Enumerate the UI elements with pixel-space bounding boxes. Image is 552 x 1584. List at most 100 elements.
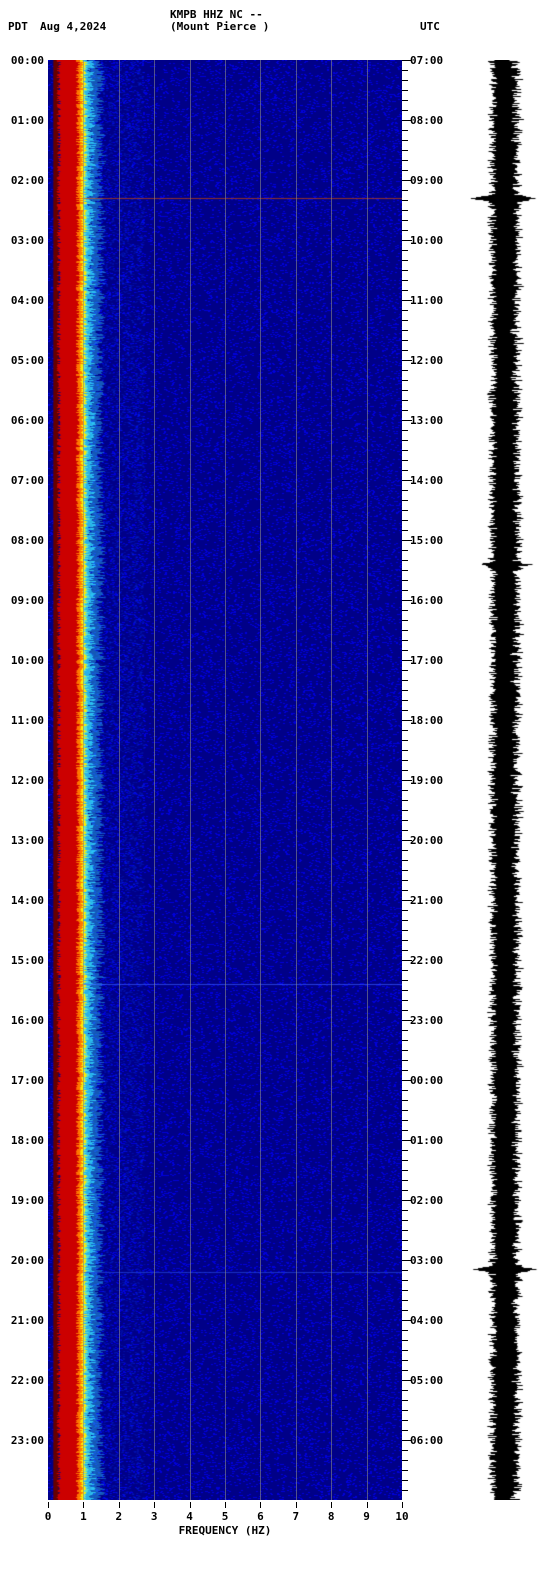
- minor-tick: [402, 570, 408, 571]
- utc-time-label: 14:00: [410, 474, 443, 487]
- hour-tick: [402, 1020, 412, 1021]
- minor-tick: [402, 80, 408, 81]
- minor-tick: [402, 1160, 408, 1161]
- minor-tick: [402, 410, 408, 411]
- pdt-time-label: 04:00: [6, 294, 44, 307]
- minor-tick: [402, 1340, 408, 1341]
- minor-tick: [402, 1310, 408, 1311]
- minor-tick: [402, 740, 408, 741]
- minor-tick: [402, 1330, 408, 1331]
- x-tick-label: 4: [186, 1510, 193, 1523]
- pdt-time-label: 15:00: [6, 954, 44, 967]
- minor-tick: [402, 950, 408, 951]
- x-tick-label: 1: [80, 1510, 87, 1523]
- utc-time-label: 00:00: [410, 1074, 443, 1087]
- gridline: [83, 60, 84, 1500]
- minor-tick: [402, 710, 408, 711]
- utc-time-label: 23:00: [410, 1014, 443, 1027]
- hour-tick: [402, 1140, 412, 1141]
- minor-tick: [402, 1250, 408, 1251]
- minor-tick: [402, 230, 408, 231]
- pdt-time-label: 10:00: [6, 654, 44, 667]
- minor-tick: [402, 1130, 408, 1131]
- utc-time-label: 22:00: [410, 954, 443, 967]
- minor-tick: [402, 1430, 408, 1431]
- x-tick: [402, 1502, 403, 1508]
- x-tick-label: 9: [363, 1510, 370, 1523]
- minor-tick: [402, 350, 408, 351]
- minor-tick: [402, 560, 408, 561]
- pdt-time-label: 20:00: [6, 1254, 44, 1267]
- x-tick: [83, 1502, 84, 1508]
- date-label: Aug 4,2024: [40, 20, 106, 33]
- minor-tick: [402, 1490, 408, 1491]
- minor-tick: [402, 1120, 408, 1121]
- spectrogram-plot: [48, 60, 402, 1500]
- minor-tick: [402, 990, 408, 991]
- minor-tick: [402, 210, 408, 211]
- utc-time-label: 19:00: [410, 774, 443, 787]
- hour-tick: [402, 1200, 412, 1201]
- pdt-time-label: 16:00: [6, 1014, 44, 1027]
- x-tick: [296, 1502, 297, 1508]
- minor-tick: [402, 1410, 408, 1411]
- minor-tick: [402, 1050, 408, 1051]
- pdt-time-label: 02:00: [6, 174, 44, 187]
- minor-tick: [402, 530, 408, 531]
- minor-tick: [402, 1420, 408, 1421]
- utc-time-label: 11:00: [410, 294, 443, 307]
- minor-tick: [402, 1110, 408, 1111]
- minor-tick: [402, 380, 408, 381]
- minor-tick: [402, 880, 408, 881]
- minor-tick: [402, 260, 408, 261]
- minor-tick: [402, 1450, 408, 1451]
- minor-tick: [402, 1190, 408, 1191]
- hour-tick: [402, 1380, 412, 1381]
- x-tick: [119, 1502, 120, 1508]
- minor-tick: [402, 1270, 408, 1271]
- hour-tick: [402, 660, 412, 661]
- hour-tick: [402, 840, 412, 841]
- header: PDT Aug 4,2024 KMPB HHZ NC -- (Mount Pie…: [0, 0, 552, 40]
- minor-tick: [402, 1350, 408, 1351]
- minor-tick: [402, 1300, 408, 1301]
- minor-tick: [402, 170, 408, 171]
- pdt-time-label: 05:00: [6, 354, 44, 367]
- minor-tick: [402, 1150, 408, 1151]
- waveform-plot: [470, 60, 540, 1500]
- minor-tick: [402, 440, 408, 441]
- minor-tick: [402, 250, 408, 251]
- minor-tick: [402, 460, 408, 461]
- utc-time-label: 20:00: [410, 834, 443, 847]
- minor-tick: [402, 390, 408, 391]
- minor-tick: [402, 200, 408, 201]
- minor-tick: [402, 1370, 408, 1371]
- minor-tick: [402, 150, 408, 151]
- x-tick: [48, 1502, 49, 1508]
- hour-tick: [402, 1320, 412, 1321]
- minor-tick: [402, 1360, 408, 1361]
- utc-time-label: 13:00: [410, 414, 443, 427]
- x-tick-label: 7: [292, 1510, 299, 1523]
- waveform-canvas: [470, 60, 540, 1500]
- minor-tick: [402, 980, 408, 981]
- utc-time-label: 18:00: [410, 714, 443, 727]
- hour-tick: [402, 1260, 412, 1261]
- minor-tick: [402, 870, 408, 871]
- minor-tick: [402, 490, 408, 491]
- gridline: [260, 60, 261, 1500]
- utc-time-label: 21:00: [410, 894, 443, 907]
- minor-tick: [402, 670, 408, 671]
- minor-tick: [402, 650, 408, 651]
- gridline: [367, 60, 368, 1500]
- gridline: [154, 60, 155, 1500]
- pdt-time-label: 03:00: [6, 234, 44, 247]
- utc-time-label: 15:00: [410, 534, 443, 547]
- x-tick-label: 3: [151, 1510, 158, 1523]
- minor-tick: [402, 310, 408, 311]
- minor-tick: [402, 680, 408, 681]
- minor-tick: [402, 1390, 408, 1391]
- minor-tick: [402, 1400, 408, 1401]
- minor-tick: [402, 500, 408, 501]
- minor-tick: [402, 760, 408, 761]
